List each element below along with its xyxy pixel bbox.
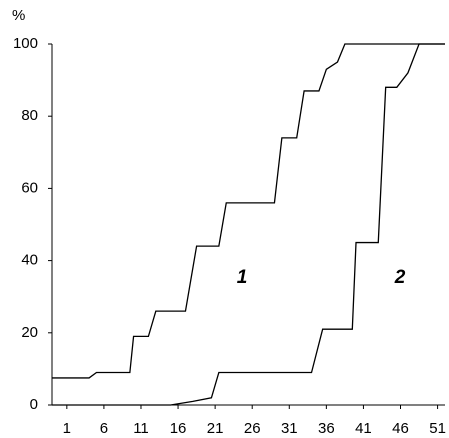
x-tick-label: 6 bbox=[100, 420, 108, 437]
x-tick-label: 16 bbox=[170, 420, 187, 437]
y-tick-label: 80 bbox=[21, 107, 38, 124]
series-label: 1 bbox=[237, 267, 248, 288]
x-tick-label: 41 bbox=[355, 420, 372, 437]
x-tick-label: 11 bbox=[133, 420, 149, 437]
x-tick-label: 46 bbox=[392, 420, 409, 437]
x-tick-label: 21 bbox=[207, 420, 224, 437]
series-line bbox=[52, 43, 445, 379]
x-tick-label: 26 bbox=[244, 420, 261, 437]
series-label: 2 bbox=[394, 267, 406, 288]
x-tick-label: 36 bbox=[318, 420, 335, 437]
y-tick-label: 100 bbox=[13, 35, 38, 52]
y-tick-label: 20 bbox=[21, 324, 38, 341]
y-axis-label: % bbox=[12, 7, 25, 24]
series-line bbox=[52, 43, 445, 406]
y-tick-label: 40 bbox=[21, 252, 38, 269]
x-tick-label: 1 bbox=[63, 420, 71, 437]
x-tick-label: 51 bbox=[429, 420, 446, 437]
y-tick-label: 0 bbox=[30, 396, 38, 413]
x-tick-label: 31 bbox=[281, 420, 298, 437]
y-tick-label: 60 bbox=[21, 179, 38, 196]
